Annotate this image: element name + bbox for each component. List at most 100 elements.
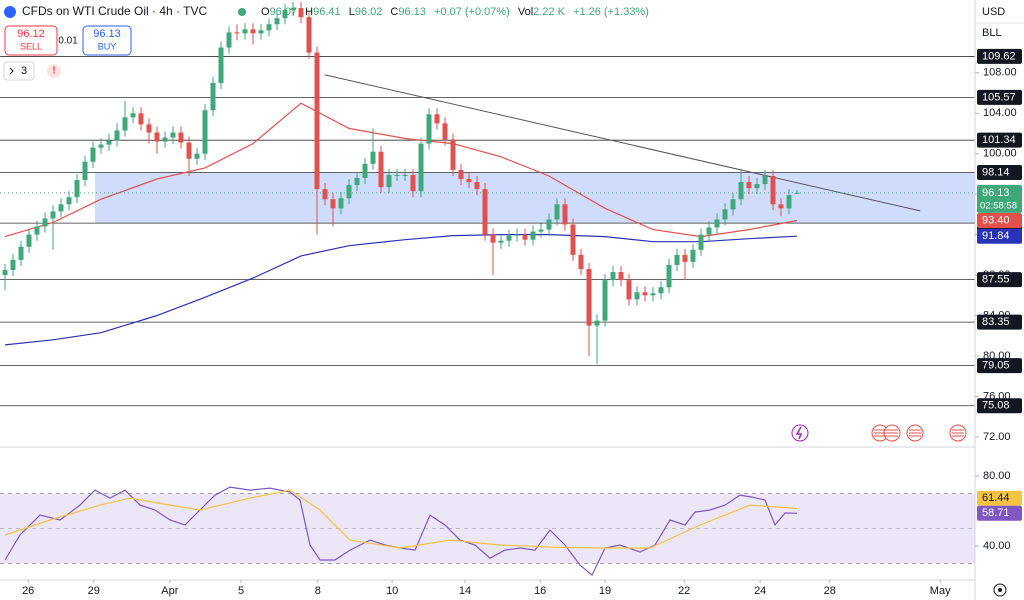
candle-body xyxy=(362,163,368,178)
candle-body xyxy=(154,132,160,142)
event-icon[interactable] xyxy=(791,424,809,442)
candle-body xyxy=(482,189,488,235)
ma-badge-label: 93.40 xyxy=(982,214,1010,226)
unit[interactable]: BLL xyxy=(982,27,1002,39)
candle-body xyxy=(66,197,72,205)
ohlc-value: 96.07 xyxy=(270,6,298,18)
candle-body xyxy=(10,259,16,271)
level-badge-label: 98.14 xyxy=(982,166,1010,178)
candle-body xyxy=(58,204,64,212)
x-tick-label: 19 xyxy=(599,585,611,597)
currency[interactable]: USD xyxy=(982,6,1005,18)
x-tick-label: 26 xyxy=(22,585,34,597)
x-tick-label: Apr xyxy=(161,585,178,597)
candle-body xyxy=(274,18,280,25)
candle-body xyxy=(658,287,664,294)
warning-icon[interactable] xyxy=(47,64,61,78)
candle-body xyxy=(378,151,384,188)
ohlc-legend: O96.07 H96.41 L96.02 C96.13 +0.07 (+0.07… xyxy=(261,6,649,18)
x-tick-label: May xyxy=(930,585,951,597)
trendline xyxy=(324,74,921,212)
candle-body xyxy=(242,29,248,34)
level-badge-label: 105.57 xyxy=(982,91,1016,103)
y-tick-label: 108.00 xyxy=(983,67,1017,79)
candle-body xyxy=(434,114,440,124)
buy-button[interactable] xyxy=(82,25,132,56)
candle-body xyxy=(90,147,96,162)
rsi-badge xyxy=(977,505,1022,521)
candle-body xyxy=(354,177,360,186)
candle-body xyxy=(754,184,760,189)
candle-body xyxy=(794,192,800,194)
candle-body xyxy=(346,185,352,199)
candle-body xyxy=(578,254,584,270)
candle-body xyxy=(474,182,480,190)
level-badge-label: 87.55 xyxy=(982,274,1010,286)
candle-body xyxy=(634,292,640,300)
sell-button[interactable] xyxy=(4,25,58,56)
volume-key: Vol xyxy=(518,6,533,18)
candle-body xyxy=(338,198,344,209)
y-tick-label: 100.00 xyxy=(983,148,1017,160)
candle-body xyxy=(506,235,512,241)
candle-body xyxy=(490,234,496,243)
candle-body xyxy=(82,161,88,181)
rsi-badge-label: 58.71 xyxy=(982,507,1010,519)
x-tick-label: 24 xyxy=(754,585,766,597)
volume: 2.22 K xyxy=(533,6,565,18)
rsi-line xyxy=(4,486,798,577)
level-badge xyxy=(977,314,1022,330)
candle-body xyxy=(402,174,408,176)
candle-body xyxy=(786,195,792,209)
x-tick-label: 8 xyxy=(315,585,321,597)
candle-body xyxy=(170,132,176,138)
candle-body xyxy=(722,209,728,220)
candle-body xyxy=(314,52,320,190)
candle-body xyxy=(418,143,424,192)
candle-body xyxy=(330,199,336,209)
level-badge xyxy=(977,48,1022,64)
candle-body xyxy=(130,113,136,118)
level-badge xyxy=(977,165,1022,181)
candle-body xyxy=(266,24,272,31)
candle-body xyxy=(690,249,696,262)
candle-body xyxy=(146,124,152,133)
candle-body xyxy=(282,10,288,19)
settings-icon[interactable] xyxy=(993,583,1007,597)
indicators-toggle[interactable] xyxy=(3,61,35,81)
candle-body xyxy=(98,144,104,148)
candle-body xyxy=(186,142,192,159)
settings-icon-center xyxy=(998,588,1002,592)
change: +0.07 (+0.07%) xyxy=(434,6,510,18)
candle-body xyxy=(74,180,80,198)
candle-body xyxy=(514,234,520,236)
level-badge xyxy=(977,398,1022,414)
spread: 0.01 xyxy=(58,36,78,47)
candle-body xyxy=(626,280,632,300)
candle-body xyxy=(682,254,688,262)
buy-label: BUY xyxy=(98,41,117,51)
candle-body xyxy=(386,174,392,188)
level-badge-label: 109.62 xyxy=(982,50,1016,62)
ma-line xyxy=(4,234,798,346)
candle-body xyxy=(458,169,464,180)
level-badge xyxy=(977,272,1022,288)
event-icons xyxy=(791,424,967,442)
candle-body xyxy=(666,264,672,288)
rsi-y-tick-label: 40.00 xyxy=(983,540,1011,552)
candle-body xyxy=(530,231,536,240)
candle-body xyxy=(138,113,144,125)
sell-label: SELL xyxy=(20,41,42,51)
candle-body xyxy=(290,8,296,11)
level-badge-label: 83.35 xyxy=(982,316,1010,328)
volume-change: +1.26 (+1.33%) xyxy=(573,6,649,18)
level-badge xyxy=(977,132,1022,148)
candle-body xyxy=(258,30,264,34)
ohlc-value: 96.41 xyxy=(313,6,341,18)
symbol-icon[interactable] xyxy=(4,6,16,18)
candle-body xyxy=(26,234,32,247)
y-tick-label: 104.00 xyxy=(983,107,1017,119)
candle-body xyxy=(522,234,528,240)
candle-body xyxy=(218,47,224,83)
candle-body xyxy=(210,82,216,111)
